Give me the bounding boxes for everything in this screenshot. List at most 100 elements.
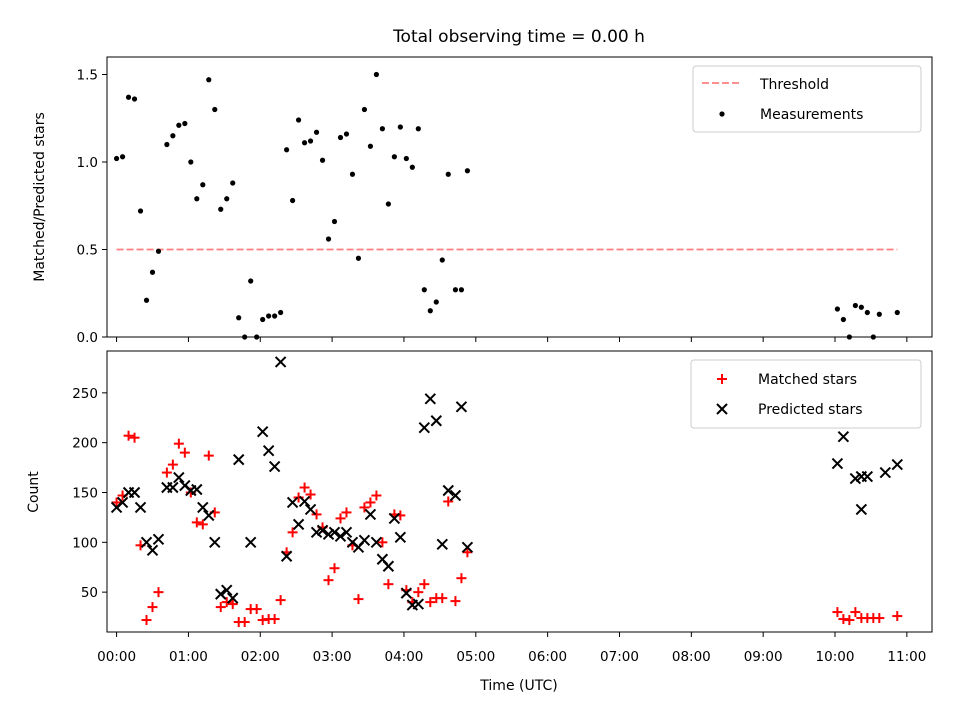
measurement-point — [361, 106, 368, 113]
predicted-star-point — [879, 466, 892, 479]
predicted-star-point — [298, 495, 311, 508]
matched-star-point — [147, 602, 158, 613]
bottom-y-tick-label: 100 — [72, 535, 98, 551]
legend-measurement-label: Measurements — [760, 107, 863, 123]
predicted-star-point — [400, 587, 413, 599]
predicted-star-point — [364, 508, 377, 521]
measurement-point — [325, 236, 332, 242]
predicted-star-point — [256, 426, 269, 438]
matched-star-point — [161, 467, 172, 478]
x-tick-label: 10:00 — [816, 649, 855, 665]
predicted-star-point — [152, 533, 165, 546]
measurement-point — [445, 171, 451, 177]
predicted-star-point — [140, 536, 153, 549]
measurement-point — [164, 141, 170, 148]
predicted-star-point — [221, 584, 233, 596]
measurement-point — [272, 313, 278, 319]
predicted-star-point — [209, 536, 221, 549]
matched-star-point — [437, 593, 448, 604]
measurement-point — [260, 316, 266, 323]
matched-star-point — [892, 611, 903, 622]
measurement-point — [452, 287, 459, 293]
matched-star-point — [341, 507, 352, 518]
measurement-point — [194, 196, 200, 202]
predicted-star-point — [173, 471, 185, 484]
matched-star-point — [371, 490, 382, 501]
matched-star-point — [167, 459, 178, 470]
predicted-star-point — [134, 501, 147, 514]
measurement-point — [200, 182, 206, 188]
measurement-point — [846, 334, 852, 340]
measurement-point — [421, 287, 427, 293]
legend-matched-label: Matched stars — [758, 372, 857, 388]
top-y-axis-label: Matched/Predicted stars — [32, 112, 48, 282]
measurement-point — [131, 96, 138, 102]
measurement-point — [149, 269, 156, 275]
measurement-point — [864, 309, 870, 316]
measurement-point — [254, 334, 260, 340]
predicted-star-point — [167, 481, 179, 494]
measurement-point — [403, 155, 409, 162]
matched-star-point — [832, 607, 843, 618]
matched-star-point — [141, 615, 152, 626]
matched-star-point — [383, 579, 394, 590]
matched-star-point — [275, 595, 286, 606]
matched-star-point — [844, 615, 855, 626]
measurement-point — [397, 124, 403, 130]
measurement-point — [119, 154, 126, 160]
measurement-point — [113, 155, 120, 162]
bottom-plot-area: 50 100 150 200 250 00:00 01:00 02:00 03:00 04:00 0… — [72, 350, 933, 665]
matched-star-point — [287, 527, 298, 538]
predicted-star-point — [262, 444, 275, 457]
measurement-point — [307, 138, 314, 144]
measurement-point — [319, 157, 326, 163]
predicted-star-point — [358, 534, 371, 547]
predicted-star-point — [116, 496, 129, 509]
matched-star-point — [335, 513, 346, 524]
measurement-point — [433, 299, 439, 305]
predicted-star-point — [286, 496, 299, 509]
matched-star-point — [323, 575, 334, 586]
measurement-point — [278, 309, 284, 316]
legend-threshold-label: Threshold — [759, 77, 829, 93]
bottom-y-tick-label: 200 — [72, 436, 98, 452]
measurement-point — [834, 306, 841, 312]
predicted-star-point — [197, 501, 209, 514]
x-tick-label: 00:00 — [97, 649, 136, 665]
measurement-point — [295, 117, 302, 123]
measurement-point — [266, 313, 272, 319]
predicted-star-point — [891, 458, 903, 471]
measurement-point — [439, 257, 445, 263]
predicted-star-point — [227, 592, 239, 604]
measurement-point — [230, 180, 236, 186]
measurement-point — [337, 134, 344, 141]
measurement-point — [870, 334, 876, 340]
matched-star-point — [153, 587, 164, 598]
x-tick-label: 05:00 — [456, 649, 495, 665]
predicted-star-point — [191, 483, 203, 496]
measurement-point — [125, 94, 132, 100]
predicted-star-point — [418, 422, 431, 434]
top-y-tick-label: 0.0 — [77, 330, 98, 346]
measurement-point — [143, 297, 150, 303]
predicted-star-point — [304, 503, 317, 516]
top-y-tick-label: 0.5 — [77, 243, 98, 259]
matched-star-point — [425, 597, 436, 608]
top-y-tick-label: 1.0 — [77, 155, 98, 171]
predicted-star-point — [424, 393, 437, 405]
x-axis-label: Time (UTC) — [479, 678, 557, 694]
measurement-point — [155, 248, 162, 254]
predicted-star-point — [861, 470, 874, 483]
measurement-point — [236, 315, 242, 321]
predicted-star-point — [203, 509, 215, 522]
x-tick-label: 06:00 — [528, 649, 567, 665]
matched-star-point — [129, 432, 140, 443]
measurement-point — [289, 197, 296, 204]
matched-star-point — [179, 447, 190, 458]
predicted-star-point — [233, 453, 245, 466]
predicted-star-point — [461, 541, 474, 554]
measurement-point — [385, 201, 391, 207]
top-plot-area: 0.0 0.5 1.0 1.5 Threshold Measurements — [77, 56, 933, 346]
predicted-star-point — [292, 518, 305, 531]
